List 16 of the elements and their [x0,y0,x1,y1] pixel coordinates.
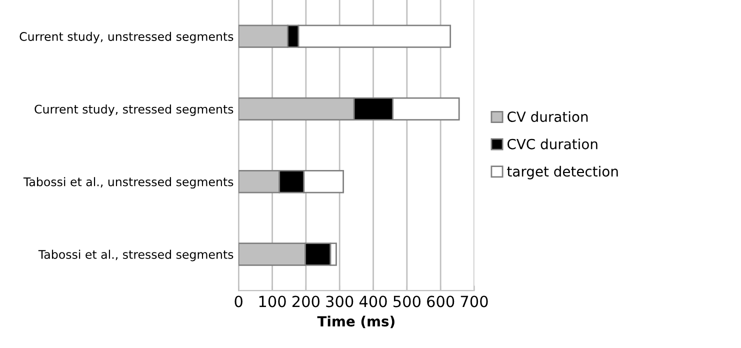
y-tick-label: Current study, unstressed segments [20,32,234,44]
x-tick-label: 100 [259,296,286,308]
x-tick-label: 400 [359,296,387,308]
y-tick-label: Current study, stressed segments [34,104,234,116]
x-tick-label: 300 [326,296,354,308]
legend-label: target detection [507,166,618,180]
x-tick-label: 600 [427,296,454,308]
x-tick-label: 700 [460,296,488,308]
x-tick-label: 200 [292,296,320,308]
x-tick-label: 0 [234,296,242,308]
y-tick-label: Tabossi et al., stressed segments [38,250,234,262]
legend-label: CV duration [508,111,588,122]
y-tick-label: Tabossi et al., unstressed segments [23,177,234,189]
x-tick-label: 500 [394,296,420,308]
legend-label: CVC duration [508,138,598,150]
x-axis-title: Time (ms) [317,316,394,328]
